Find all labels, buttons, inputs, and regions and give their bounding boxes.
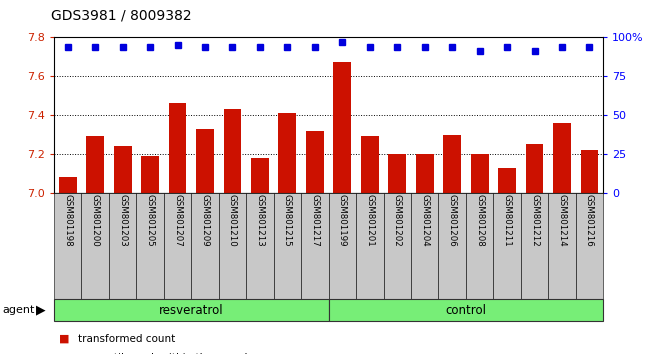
Text: GSM801207: GSM801207 (173, 194, 182, 247)
Bar (388, 154, 406, 193)
Bar (498, 168, 516, 193)
Text: GSM801212: GSM801212 (530, 194, 539, 247)
Text: GSM801208: GSM801208 (475, 194, 484, 247)
Text: percentile rank within the sample: percentile rank within the sample (78, 353, 254, 354)
Text: GSM801203: GSM801203 (118, 194, 127, 247)
Text: GSM801210: GSM801210 (228, 194, 237, 247)
Bar (306, 131, 324, 193)
Bar (251, 158, 269, 193)
Text: GSM801201: GSM801201 (365, 194, 374, 247)
Bar (580, 150, 599, 193)
Text: GSM801204: GSM801204 (420, 194, 429, 247)
Text: GDS3981 / 8009382: GDS3981 / 8009382 (51, 9, 191, 23)
Text: ■: ■ (58, 334, 69, 344)
Bar (361, 137, 379, 193)
Text: GSM801206: GSM801206 (448, 194, 457, 247)
Text: GSM801209: GSM801209 (200, 194, 209, 247)
Text: GSM801202: GSM801202 (393, 194, 402, 247)
Bar (471, 154, 489, 193)
Text: GSM801199: GSM801199 (338, 194, 347, 247)
Text: ■: ■ (58, 353, 69, 354)
Text: GSM801214: GSM801214 (558, 194, 567, 247)
Text: control: control (445, 304, 486, 316)
Text: agent: agent (3, 305, 35, 315)
Bar (443, 135, 461, 193)
Bar (114, 146, 131, 193)
Text: transformed count: transformed count (78, 334, 176, 344)
Text: resveratrol: resveratrol (159, 304, 224, 316)
Text: GSM801205: GSM801205 (146, 194, 155, 247)
Text: GSM801200: GSM801200 (90, 194, 99, 247)
Text: GSM801198: GSM801198 (63, 194, 72, 247)
Text: GSM801215: GSM801215 (283, 194, 292, 247)
Text: GSM801216: GSM801216 (585, 194, 594, 247)
Bar (196, 129, 214, 193)
Text: GSM801217: GSM801217 (310, 194, 319, 247)
Text: GSM801211: GSM801211 (502, 194, 512, 247)
Bar (168, 103, 187, 193)
Text: ▶: ▶ (36, 304, 45, 316)
Bar (416, 154, 434, 193)
Text: GSM801213: GSM801213 (255, 194, 265, 247)
Bar (333, 63, 351, 193)
Bar (86, 137, 104, 193)
Bar (224, 109, 241, 193)
Bar (553, 123, 571, 193)
Bar (278, 113, 296, 193)
Bar (526, 144, 543, 193)
Bar (141, 156, 159, 193)
Bar (58, 177, 77, 193)
